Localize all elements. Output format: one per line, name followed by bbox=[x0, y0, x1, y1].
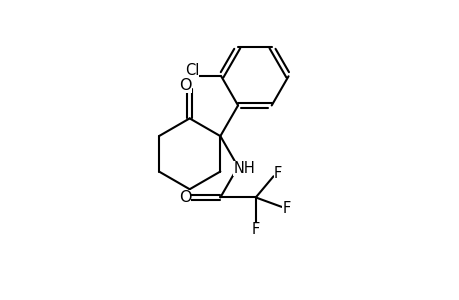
Text: O: O bbox=[179, 190, 191, 205]
Text: F: F bbox=[274, 166, 282, 181]
Text: O: O bbox=[179, 78, 192, 93]
Text: Cl: Cl bbox=[185, 63, 199, 78]
Text: F: F bbox=[251, 222, 259, 237]
Text: F: F bbox=[282, 201, 290, 216]
Text: NH: NH bbox=[233, 161, 255, 176]
